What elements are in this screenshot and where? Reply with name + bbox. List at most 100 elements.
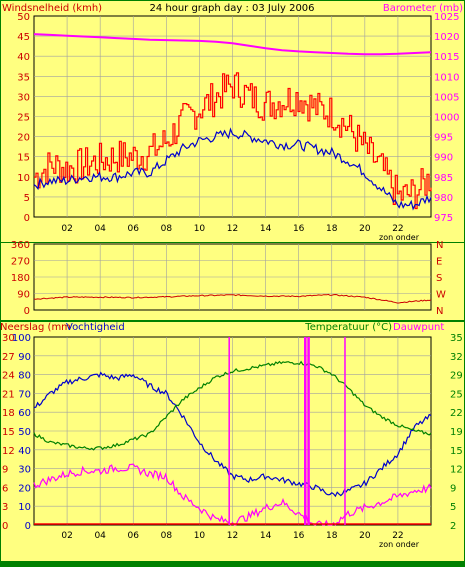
humidity-tick: 0	[25, 521, 31, 532]
temperature-tick: 15	[450, 446, 463, 457]
wind-x-tick: 12	[227, 224, 238, 234]
wind-x-tick: 10	[194, 224, 206, 234]
wind-left-tick: 20	[17, 133, 30, 144]
wind-right-tick: 975	[434, 213, 453, 224]
wind-left-tick: 10	[17, 173, 30, 184]
clim-x-tick: 22	[392, 531, 403, 541]
humidity-tick: 60	[18, 408, 31, 419]
dir-left-tick: 270	[11, 257, 30, 268]
wind-left-tick: 30	[17, 92, 30, 103]
humidity-tick: 100	[12, 333, 31, 344]
wind-right-tick: 1025	[434, 12, 459, 23]
dir-left-tick: 90	[17, 290, 30, 301]
wind-sun-label: zon onder	[379, 233, 420, 242]
temperature-tick: 9	[450, 483, 456, 494]
rain-tick: 3	[2, 502, 8, 513]
wind-x-tick: 18	[326, 224, 338, 234]
barometer-line	[33, 33, 432, 56]
climate-right-label-b: Dauwpunt	[393, 322, 444, 333]
wind-gust-line	[34, 72, 432, 210]
wind-left-tick: 15	[17, 153, 30, 164]
clim-x-tick: 06	[128, 531, 140, 541]
rain-tick: 21	[2, 389, 15, 400]
wind-left-tick: 0	[24, 213, 30, 224]
rain-tick: 12	[2, 446, 15, 457]
wind-direction-line	[33, 293, 432, 304]
clim-x-tick: 14	[260, 531, 272, 541]
wind-x-tick: 20	[359, 224, 371, 234]
temperature-tick: 5	[450, 502, 456, 513]
humidity-line	[33, 371, 432, 498]
humidity-tick: 20	[18, 483, 31, 494]
dir-left-tick: 180	[11, 273, 30, 284]
data-series	[33, 33, 432, 526]
humidity-tick: 40	[18, 446, 31, 457]
wind-left-label: Windsnelheid (kmh)	[2, 3, 102, 14]
wind-x-tick: 14	[260, 224, 272, 234]
wind-right-tick: 990	[434, 153, 453, 164]
wind-x-tick: 22	[392, 224, 403, 234]
dir-right-tick: E	[436, 257, 442, 268]
wind-x-tick: 08	[161, 224, 173, 234]
humidity-tick: 80	[18, 371, 31, 382]
wind-x-tick: 16	[293, 224, 305, 234]
temperature-tick: 19	[450, 427, 463, 438]
wind-right-tick: 985	[434, 173, 453, 184]
clim-x-tick: 12	[227, 531, 238, 541]
dir-right-tick: S	[436, 273, 442, 284]
climate-left-label-a: Neerslag (mm	[0, 322, 71, 333]
dir-right-tick: N	[436, 306, 443, 317]
climate-left-label-b: Vochtigheid	[66, 322, 125, 333]
wind-left-tick: 50	[17, 12, 30, 23]
wind-left-tick: 45	[17, 32, 30, 43]
humidity-tick: 10	[18, 502, 31, 513]
wind-x-tick: 06	[128, 224, 140, 234]
temperature-line	[33, 360, 432, 451]
rain-tick: 27	[2, 352, 15, 363]
rain-tick: 9	[2, 465, 8, 476]
clim-x-tick: 08	[161, 531, 173, 541]
clim-x-tick: 18	[326, 531, 338, 541]
climate-right-label-a: Temperatuur (°C)	[304, 322, 392, 333]
axis-labels: 24 hour graph day : 03 July 2006 Windsne…	[0, 3, 463, 549]
temperature-tick: 12	[450, 465, 463, 476]
dir-left-tick: 360	[11, 240, 30, 251]
temperature-tick: 32	[450, 352, 463, 363]
temperature-tick: 2	[450, 521, 456, 532]
wind-right-label: Barometer (mb)	[383, 3, 463, 14]
wind-avg-line	[33, 127, 432, 211]
wind-left-tick: 5	[24, 193, 30, 204]
wind-right-tick: 1015	[434, 52, 459, 63]
wind-x-tick: 02	[61, 224, 72, 234]
dewpoint-line	[33, 463, 432, 526]
temperature-tick: 29	[450, 371, 463, 382]
humidity-tick: 90	[18, 352, 31, 363]
humidity-tick: 50	[18, 427, 31, 438]
dir-right-tick: W	[436, 290, 446, 301]
chart-title: 24 hour graph day : 03 July 2006	[149, 3, 314, 14]
rain-tick: 24	[2, 371, 15, 382]
wind-left-tick: 25	[17, 113, 30, 124]
clim-x-tick: 16	[293, 531, 305, 541]
climate-sun-label: zon onder	[379, 540, 420, 549]
rain-tick: 15	[2, 427, 15, 438]
humidity-tick: 70	[18, 389, 31, 400]
temperature-tick: 35	[450, 333, 463, 344]
temperature-tick: 22	[450, 408, 463, 419]
wind-right-tick: 995	[434, 133, 453, 144]
wind-right-tick: 1005	[434, 92, 459, 103]
wind-left-tick: 35	[17, 72, 30, 83]
rain-tick: 6	[2, 483, 8, 494]
clim-x-tick: 02	[61, 531, 72, 541]
wind-right-tick: 1000	[434, 113, 459, 124]
wind-right-tick: 1010	[434, 72, 459, 83]
dir-right-tick: N	[436, 240, 443, 251]
clim-x-tick: 04	[94, 531, 106, 541]
temperature-tick: 25	[450, 389, 463, 400]
rain-tick: 30	[2, 333, 15, 344]
wind-right-tick: 1020	[434, 32, 459, 43]
dir-left-tick: 0	[24, 306, 30, 317]
rain-tick: 18	[2, 408, 15, 419]
